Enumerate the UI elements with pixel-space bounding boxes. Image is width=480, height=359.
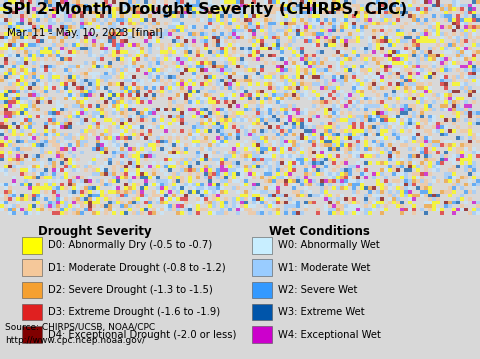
Bar	[22, 281, 42, 298]
Text: W4: Exceptional Wet: W4: Exceptional Wet	[278, 330, 381, 340]
Text: D1: Moderate Drought (-0.8 to -1.2): D1: Moderate Drought (-0.8 to -1.2)	[48, 262, 225, 272]
Text: D2: Severe Drought (-1.3 to -1.5): D2: Severe Drought (-1.3 to -1.5)	[48, 285, 212, 295]
Text: Source: CHIRPS/UCSB, NOAA/CPC
http://www.cpc.ncep.noaa.gov/: Source: CHIRPS/UCSB, NOAA/CPC http://www…	[5, 323, 155, 345]
Text: W1: Moderate Wet: W1: Moderate Wet	[278, 262, 370, 272]
Text: SPI 2-Month Drought Severity (CHIRPS, CPC): SPI 2-Month Drought Severity (CHIRPS, CP…	[2, 2, 408, 17]
Text: Wet Conditions: Wet Conditions	[269, 225, 370, 238]
Bar	[22, 237, 42, 253]
Text: W3: Extreme Wet: W3: Extreme Wet	[278, 307, 364, 317]
Bar	[252, 259, 272, 276]
Bar	[252, 326, 272, 343]
Bar	[252, 304, 272, 321]
Bar	[252, 281, 272, 298]
Text: W2: Severe Wet: W2: Severe Wet	[278, 285, 357, 295]
Bar	[22, 259, 42, 276]
Text: D4: Exceptional Drought (-2.0 or less): D4: Exceptional Drought (-2.0 or less)	[48, 330, 236, 340]
Bar	[22, 326, 42, 343]
Text: W0: Abnormally Wet: W0: Abnormally Wet	[278, 240, 380, 250]
Text: D0: Abnormally Dry (-0.5 to -0.7): D0: Abnormally Dry (-0.5 to -0.7)	[48, 240, 212, 250]
Text: Mar. 11 - May. 10, 2023 [final]: Mar. 11 - May. 10, 2023 [final]	[7, 28, 163, 38]
Text: D3: Extreme Drought (-1.6 to -1.9): D3: Extreme Drought (-1.6 to -1.9)	[48, 307, 220, 317]
Bar	[22, 304, 42, 321]
Bar	[252, 237, 272, 253]
Text: Drought Severity: Drought Severity	[38, 225, 152, 238]
